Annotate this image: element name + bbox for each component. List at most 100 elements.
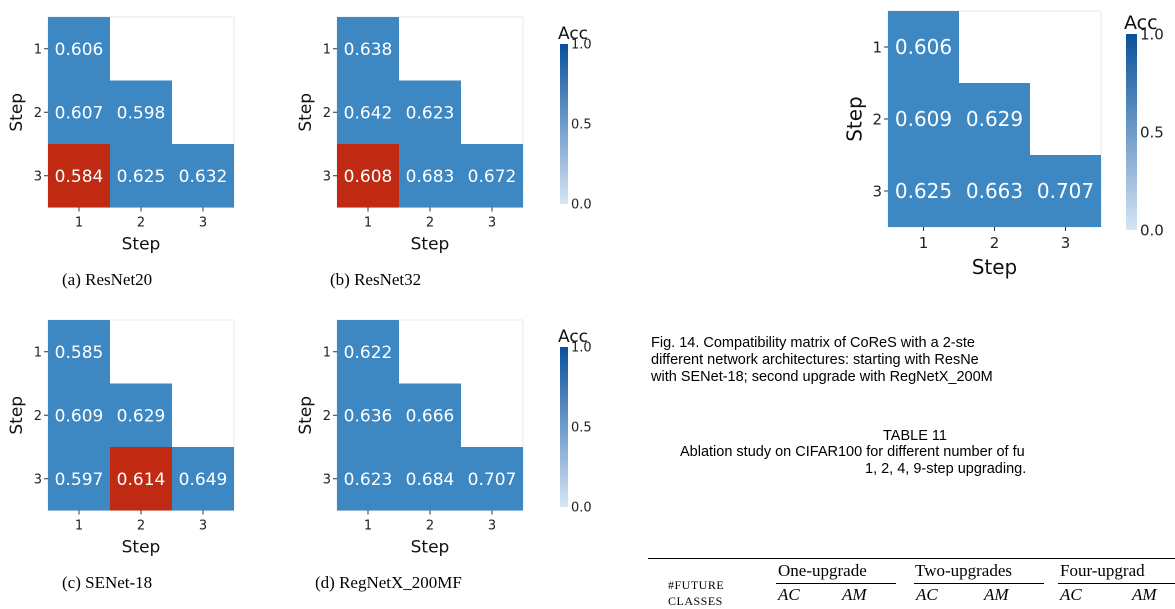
heatmap-cell: [337, 383, 399, 447]
cell-value: 0.623: [406, 103, 455, 123]
cell-value: 0.623: [344, 470, 393, 490]
colorbar-tick-label: 0.0: [1140, 221, 1164, 239]
heatmap-cell: [172, 144, 234, 208]
table-11-heading: TABLE 11: [883, 428, 947, 444]
colorbar-tick-label: 1.0: [571, 341, 592, 356]
x-tick-label: 3: [199, 519, 207, 534]
heatmap-cell: [888, 11, 959, 83]
cell-value: 0.584: [55, 167, 104, 187]
caption-d: (d) RegNetX_200MF: [315, 573, 462, 592]
heatmap-a: 0.606 0.607 0.598 0.584 0.625 0.632 1 2 3 1 2 3 Step…: [7, 16, 235, 255]
heatmap-cell: [399, 383, 461, 447]
heatmap-cell: [48, 383, 110, 447]
cell-value: 0.649: [179, 470, 228, 490]
heatmap-cell: [48, 17, 110, 81]
heatmap-cell: [337, 320, 399, 384]
table-11-description-line: Ablation study on CIFAR100 for different…: [680, 444, 1025, 460]
x-axis-label: Step: [972, 255, 1018, 279]
caption-a: (a) ResNet20: [62, 270, 153, 289]
cell-value: 0.684: [406, 470, 455, 490]
cell-value: 0.609: [55, 406, 104, 426]
y-tick-label: 1: [323, 42, 331, 57]
cell-value: 0.636: [344, 406, 393, 426]
colorbar-tick-label: 0.0: [571, 501, 592, 516]
colorbar-gradient: [560, 44, 568, 204]
y-tick-label: 2: [323, 106, 331, 121]
heatmap-cell: [337, 144, 399, 208]
table-11: #FUTURE CLASSES One-upgrade Two-upgrades…: [648, 558, 1175, 608]
cell-value: 0.707: [1037, 179, 1094, 203]
cell-value: 0.609: [895, 107, 952, 131]
y-tick-label: 2: [323, 409, 331, 424]
heatmap-cell: [172, 447, 234, 511]
heatmap-cell: [888, 155, 959, 227]
y-axis-label: Step: [296, 93, 316, 132]
colorbar-tick-label: 0.5: [571, 421, 592, 436]
heatmap-cell: [1030, 155, 1101, 227]
cell-value: 0.666: [406, 406, 455, 426]
heatmap-cell: [110, 447, 172, 511]
y-axis-label: Step: [7, 93, 27, 132]
cell-value: 0.608: [344, 167, 393, 187]
y-tick-label: 3: [34, 169, 42, 184]
cell-value: 0.672: [468, 167, 517, 187]
caption-b: (b) ResNet32: [330, 270, 422, 289]
cell-value: 0.625: [117, 167, 166, 187]
column-header: AM: [1132, 585, 1157, 604]
heatmap-b: 0.638 0.642 0.623 0.608 0.683 0.672 1 2 3 1 2 3 Step…: [296, 16, 524, 255]
x-tick-label: 1: [919, 234, 929, 252]
colorbar-gradient: [1126, 34, 1137, 230]
cell-value: 0.629: [117, 406, 166, 426]
y-tick-label: 3: [872, 182, 882, 200]
figure-14-line: different network architectures: startin…: [651, 352, 979, 368]
cell-value: 0.614: [117, 470, 166, 490]
y-tick-label: 2: [34, 106, 42, 121]
heatmap-cell: [48, 320, 110, 384]
heatmap-cell: [399, 144, 461, 208]
y-tick-label: 1: [34, 345, 42, 360]
table-11-description-line: 1, 2, 4, 9-step upgrading.: [865, 461, 1027, 477]
cell-value: 0.707: [468, 470, 517, 490]
heatmap-d: 0.622 0.636 0.666 0.623 0.684 0.707 1 2 3 1 2 3 Step…: [296, 319, 524, 558]
heatmap-fig14: 0.606 0.609 0.629 0.625 0.663 0.707 1 2 3 1 2 3 Step…: [843, 10, 1102, 279]
colorbar-gradient: [560, 347, 568, 507]
colorbar-title: Acc: [558, 24, 588, 44]
heatmap-cell: [48, 80, 110, 144]
cell-value: 0.585: [55, 343, 104, 363]
y-tick-label: 3: [323, 472, 331, 487]
colorbar-title: Acc: [1124, 12, 1158, 34]
colorbar-tick-label: 0.5: [1140, 123, 1164, 141]
cell-value: 0.632: [179, 167, 228, 187]
x-axis-label: Step: [411, 538, 450, 558]
cell-value: 0.642: [344, 103, 393, 123]
cell-value: 0.638: [344, 40, 393, 60]
cell-value: 0.622: [344, 343, 393, 363]
colorbar-tick-label: 1.0: [1140, 25, 1164, 43]
column-header: AC: [1060, 585, 1082, 604]
column-header: AC: [916, 585, 938, 604]
heatmap-cell: [110, 383, 172, 447]
y-tick-label: 2: [34, 409, 42, 424]
column-group: One-upgrade: [778, 561, 867, 580]
x-tick-label: 2: [990, 234, 1000, 252]
table-header-row-label: #FUTURE CLASSES: [668, 577, 724, 609]
heatmap-cell: [959, 155, 1030, 227]
y-tick-label: 1: [872, 38, 882, 56]
x-tick-label: 3: [1061, 234, 1071, 252]
heatmap-cell: [959, 83, 1030, 155]
x-tick-label: 1: [75, 519, 83, 534]
figure-14-line: Fig. 14. Compatibility matrix of CoReS w…: [651, 335, 975, 351]
cell-value: 0.625: [895, 179, 952, 203]
y-axis-label: Step: [843, 96, 867, 142]
cell-value: 0.607: [55, 103, 104, 123]
colorbar-title: Acc: [558, 327, 588, 347]
y-tick-label: 3: [323, 169, 331, 184]
column-header: AM: [842, 585, 867, 604]
y-axis-label: Step: [7, 396, 27, 435]
x-tick-label: 1: [364, 519, 372, 534]
colorbar-tick-label: 0.0: [571, 198, 592, 213]
y-tick-label: 2: [872, 110, 882, 128]
heatmap-cell: [399, 447, 461, 511]
